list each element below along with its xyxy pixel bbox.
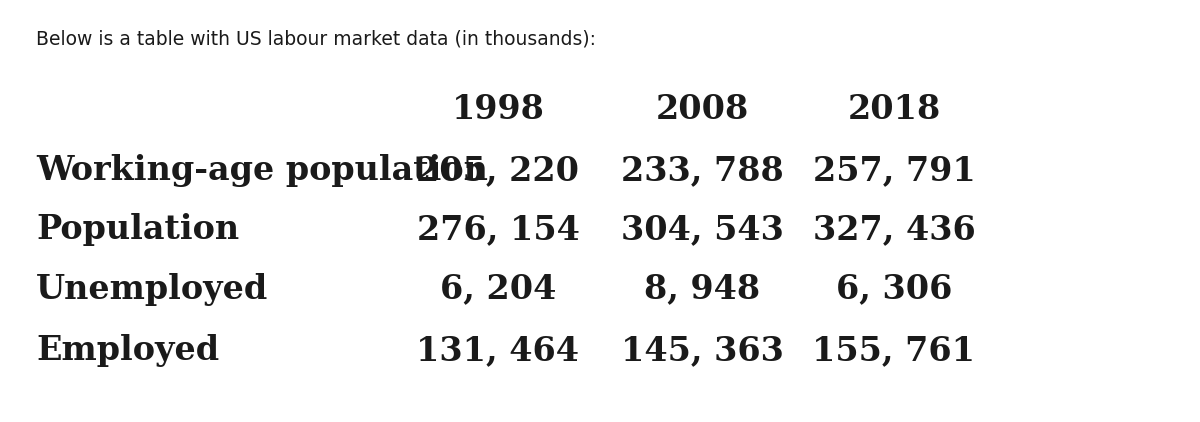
Text: Working-age population: Working-age population xyxy=(36,154,488,187)
Text: 257, 791: 257, 791 xyxy=(812,154,976,187)
Text: Below is a table with US labour market data (in thousands):: Below is a table with US labour market d… xyxy=(36,30,596,49)
Text: 233, 788: 233, 788 xyxy=(620,154,784,187)
Text: 8, 948: 8, 948 xyxy=(644,273,760,306)
Text: 327, 436: 327, 436 xyxy=(812,214,976,246)
Text: 6, 306: 6, 306 xyxy=(836,273,952,306)
Text: 2018: 2018 xyxy=(847,93,941,126)
Text: 1998: 1998 xyxy=(451,93,545,126)
Text: Population: Population xyxy=(36,214,239,246)
Text: 145, 363: 145, 363 xyxy=(620,334,784,367)
Text: 276, 154: 276, 154 xyxy=(416,214,580,246)
Text: 6, 204: 6, 204 xyxy=(440,273,556,306)
Text: 131, 464: 131, 464 xyxy=(416,334,580,367)
Text: 205, 220: 205, 220 xyxy=(416,154,580,187)
Text: Employed: Employed xyxy=(36,334,220,367)
Text: 2008: 2008 xyxy=(655,93,749,126)
Text: Unemployed: Unemployed xyxy=(36,273,269,306)
Text: 304, 543: 304, 543 xyxy=(620,214,784,246)
Text: 155, 761: 155, 761 xyxy=(812,334,976,367)
